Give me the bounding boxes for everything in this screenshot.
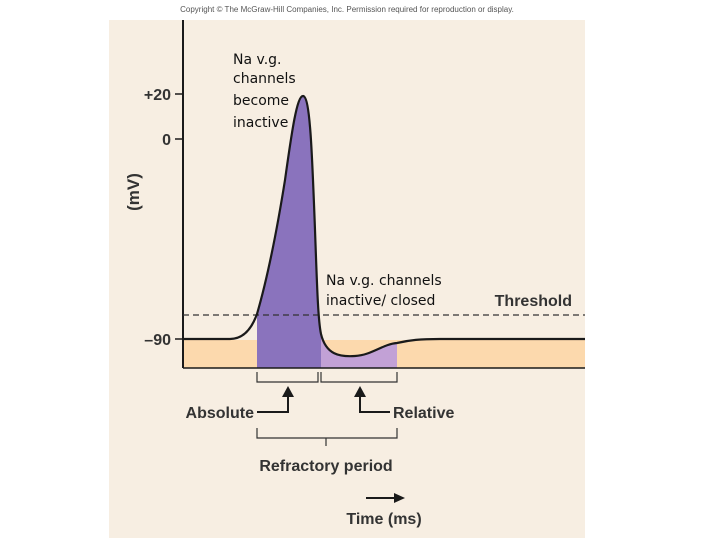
relative-bracket <box>320 372 398 383</box>
relative-arrow-head <box>354 386 366 397</box>
relative-label: Relative <box>393 405 454 422</box>
x-axis-label: Time (ms) <box>346 511 421 528</box>
annotation-inactive-line: Na v.g. <box>233 52 282 68</box>
tick-label-plus20: +20 <box>144 87 171 104</box>
annotation-inactive-line: channels <box>233 71 296 87</box>
annotation-inactive-line: become <box>233 93 289 109</box>
absolute-label: Absolute <box>186 405 255 422</box>
absolute-bracket <box>256 372 319 383</box>
time-arrow-head <box>394 493 405 503</box>
annotation-closed-line: inactive/ closed <box>326 293 435 309</box>
figure-panel <box>109 20 585 538</box>
annotation-inactive: Na v.g. channels become inactive <box>233 52 300 131</box>
refractory-bracket <box>256 428 398 446</box>
refractory-label: Refractory period <box>259 458 392 475</box>
tick-label-zero: 0 <box>162 132 171 149</box>
tick-label-minus90: –90 <box>144 332 171 349</box>
absolute-arrow-head <box>282 386 294 397</box>
threshold-label: Threshold <box>495 293 572 310</box>
relative-arrow <box>359 395 390 413</box>
annotation-closed-line: Na v.g. channels <box>326 273 442 289</box>
copyright-text: Copyright © The McGraw-Hill Companies, I… <box>180 5 514 14</box>
absolute-arrow <box>257 395 289 413</box>
action-potential-trace <box>183 94 585 358</box>
annotation-closed: Na v.g. channels inactive/ closed <box>326 273 446 309</box>
relative-refractory-region <box>321 334 397 368</box>
absolute-refractory-region <box>257 96 321 368</box>
annotation-inactive-line: inactive <box>233 115 288 131</box>
y-axis-label: (mV) <box>124 173 143 211</box>
